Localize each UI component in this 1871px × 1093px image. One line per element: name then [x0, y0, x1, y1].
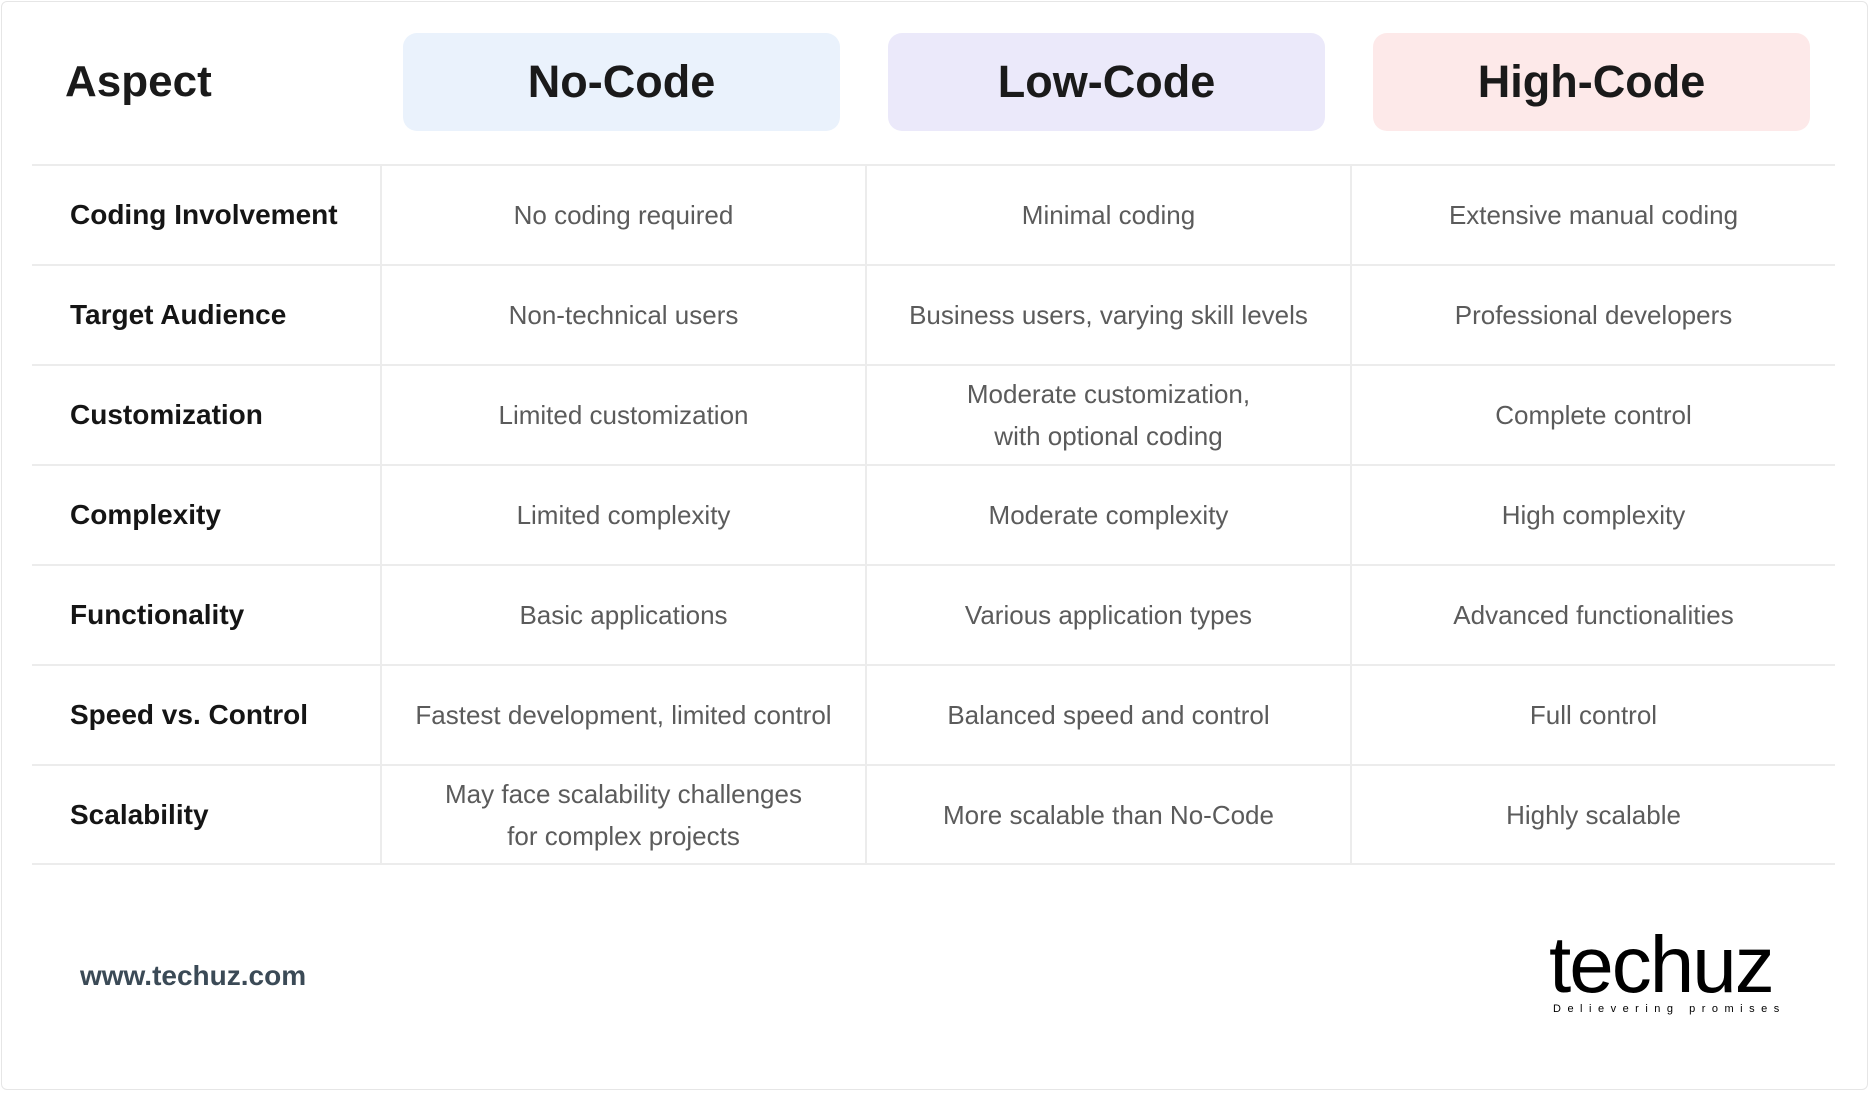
low-code-cell: More scalable than No-Code [865, 766, 1350, 863]
table-row: Coding Involvement No coding required Mi… [32, 166, 1835, 266]
high-code-cell: Professional developers [1350, 266, 1835, 364]
row-aspect-label: Target Audience [70, 299, 287, 330]
high-code-cell: Advanced functionalities [1350, 566, 1835, 664]
high-code-cell: Extensive manual coding [1350, 166, 1835, 264]
no-code-header: No-Code [403, 33, 840, 131]
table-row: Complexity Limited complexity Moderate c… [32, 466, 1835, 566]
website-link[interactable]: www.techuz.com [80, 960, 307, 991]
row-aspect-label: Coding Involvement [70, 199, 338, 230]
logo-wordmark: techuz [1549, 920, 1775, 1009]
aspect-header: Aspect [65, 57, 212, 106]
row-aspect-label: Complexity [70, 499, 221, 530]
logo-tagline: Delievering promises [1553, 1003, 1786, 1015]
table-row: Speed vs. Control Fastest development, l… [32, 666, 1835, 766]
no-code-cell: Limited customization [380, 366, 865, 464]
low-code-cell: Balanced speed and control [865, 666, 1350, 764]
table-row: Scalability May face scalability challen… [32, 766, 1835, 865]
row-aspect-label: Speed vs. Control [70, 699, 309, 730]
row-aspect-label: Scalability [70, 798, 209, 830]
high-code-cell: Full control [1350, 666, 1835, 764]
no-code-cell: Basic applications [380, 566, 865, 664]
row-aspect-label: Functionality [70, 599, 245, 630]
high-code-cell: Complete control [1350, 366, 1835, 464]
low-code-cell: Moderate complexity [865, 466, 1350, 564]
low-code-cell: Various application types [865, 566, 1350, 664]
low-code-cell: Moderate customization, with optional co… [865, 366, 1350, 464]
table-row: Target Audience Non-technical users Busi… [32, 266, 1835, 366]
no-code-cell: Fastest development, limited control [380, 666, 865, 764]
low-code-header: Low-Code [888, 33, 1325, 131]
row-aspect-label: Customization [70, 399, 263, 430]
techuz-logo: techuz Delievering promises [1549, 920, 1797, 1016]
no-code-cell: May face scalability challenges for comp… [380, 766, 865, 863]
no-code-cell: Limited complexity [380, 466, 865, 564]
low-code-cell: Business users, varying skill levels [865, 266, 1350, 364]
low-code-cell: Minimal coding [865, 166, 1350, 264]
high-code-cell: Highly scalable [1350, 766, 1835, 863]
high-code-header: High-Code [1373, 33, 1810, 131]
table-row: Customization Limited customization Mode… [32, 366, 1835, 466]
no-code-cell: No coding required [380, 166, 865, 264]
comparison-table: Coding Involvement No coding required Mi… [32, 164, 1835, 865]
high-code-cell: High complexity [1350, 466, 1835, 564]
table-row: Functionality Basic applications Various… [32, 566, 1835, 666]
no-code-cell: Non-technical users [380, 266, 865, 364]
